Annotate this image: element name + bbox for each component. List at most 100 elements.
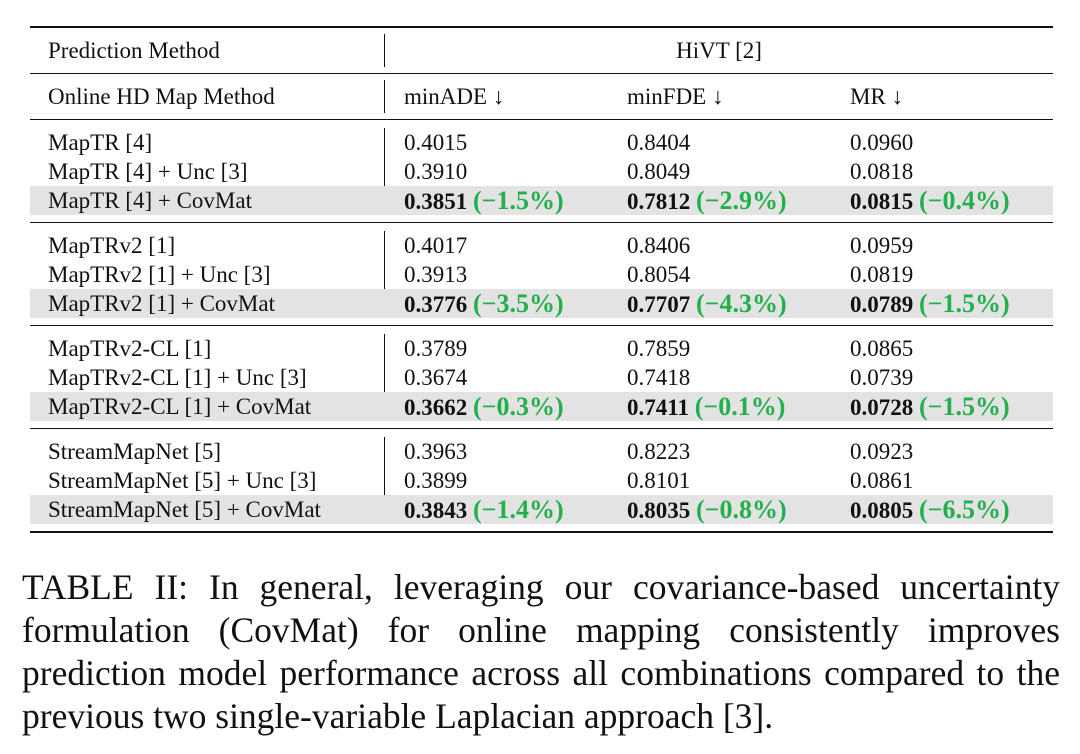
mr-cell: 0.0865	[850, 334, 913, 363]
hivt-header: HiVT [2]	[676, 38, 762, 63]
row-group: MapTR [4] 0.4015 0.8404 0.0960 MapTR [4] + U…	[30, 120, 1053, 222]
minade-value: 0.3776	[404, 292, 468, 317]
minade-improvement: (−3.5%)	[473, 289, 564, 318]
column-divider	[384, 334, 385, 421]
mr-cell: 0.0818	[850, 157, 913, 186]
minfde-improvement: (−0.8%)	[696, 495, 787, 524]
method-cell: MapTR [4] + CovMat	[48, 188, 252, 213]
minade-value: 0.4017	[404, 233, 468, 258]
method-cell: MapTR [4]	[48, 130, 153, 155]
minade-cell: 0.3843 (−1.4%)	[404, 495, 564, 525]
mr-improvement: (−6.5%)	[919, 495, 1010, 524]
minade-value: 0.3910	[404, 159, 468, 184]
table-row: MapTR [4] 0.4015 0.8404 0.0960	[30, 128, 1053, 157]
mr-value: 0.0818	[850, 159, 914, 184]
mr-header: MR ↓	[850, 84, 904, 109]
method-cell: MapTRv2-CL [1] + Unc [3]	[48, 365, 307, 390]
minfde-header: minFDE ↓	[627, 84, 724, 109]
map-method-header: Online HD Map Method	[48, 84, 275, 109]
method-cell: StreamMapNet [5] + CovMat	[48, 497, 321, 522]
minade-improvement: (−0.3%)	[473, 392, 564, 421]
mr-value: 0.0959	[850, 233, 914, 258]
minfde-value: 0.7812	[627, 189, 691, 214]
mr-value: 0.0960	[850, 130, 914, 155]
minade-cell: 0.3963	[404, 437, 467, 466]
mr-value: 0.0815	[850, 189, 914, 214]
mr-value: 0.0789	[850, 292, 914, 317]
minfde-value: 0.7859	[627, 336, 691, 361]
table-caption: TABLE II: In general, leveraging our cov…	[22, 566, 1060, 738]
method-cell: MapTRv2-CL [1]	[48, 336, 212, 361]
minfde-cell: 0.7418	[627, 363, 690, 392]
column-divider	[384, 128, 385, 215]
row-group: MapTRv2 [1] 0.4017 0.8406 0.0959 MapTRv2 [1]…	[30, 223, 1053, 325]
minfde-value: 0.8101	[627, 468, 691, 493]
caption-text: In general, leveraging our covariance-ba…	[22, 567, 1060, 736]
minfde-cell: 0.8035 (−0.8%)	[627, 495, 787, 525]
mr-cell: 0.0739	[850, 363, 913, 392]
minade-header: minADE ↓	[404, 84, 505, 109]
group-rule	[30, 325, 1053, 326]
column-divider	[384, 80, 385, 113]
mr-cell: 0.0923	[850, 437, 913, 466]
mr-cell: 0.0819	[850, 260, 913, 289]
caption-label: TABLE II:	[22, 567, 189, 607]
minade-cell: 0.3789	[404, 334, 467, 363]
table-row: MapTRv2 [1] + Unc [3] 0.3913 0.8054 0.0819	[30, 260, 1053, 289]
mr-value: 0.0865	[850, 336, 914, 361]
minade-cell: 0.4015	[404, 128, 467, 157]
minade-cell: 0.3851 (−1.5%)	[404, 186, 564, 216]
top-rule	[30, 26, 1053, 28]
mr-value: 0.0861	[850, 468, 914, 493]
table-row: MapTR [4] + Unc [3] 0.3910 0.8049 0.0818	[30, 157, 1053, 186]
table-row-highlighted: MapTR [4] + CovMat 0.3851 (−1.5%) 0.7812 (…	[30, 186, 1053, 215]
minade-cell: 0.4017	[404, 231, 467, 260]
method-cell: MapTRv2-CL [1] + CovMat	[48, 394, 312, 419]
minfde-improvement: (−2.9%)	[696, 186, 787, 215]
mr-improvement: (−0.4%)	[919, 186, 1010, 215]
mr-cell: 0.0960	[850, 128, 913, 157]
table-row: MapTRv2-CL [1] 0.3789 0.7859 0.0865	[30, 334, 1053, 363]
prediction-method-header: Prediction Method	[48, 38, 220, 63]
mr-cell: 0.0789 (−1.5%)	[850, 289, 1010, 319]
minade-value: 0.4015	[404, 130, 468, 155]
column-divider	[384, 231, 385, 318]
mr-improvement: (−1.5%)	[919, 392, 1010, 421]
method-cell: MapTR [4] + Unc [3]	[48, 159, 248, 184]
group-rule	[30, 428, 1053, 429]
column-divider	[384, 34, 385, 67]
minade-value: 0.3851	[404, 189, 468, 214]
minfde-improvement: (−0.1%)	[694, 392, 786, 421]
minfde-value: 0.7418	[627, 365, 691, 390]
mr-value: 0.0819	[850, 262, 914, 287]
bottom-rule	[30, 531, 1053, 533]
method-cell: StreamMapNet [5]	[48, 439, 222, 464]
minfde-value: 0.8406	[627, 233, 691, 258]
minade-value: 0.3674	[404, 365, 468, 390]
method-cell: MapTRv2 [1] + Unc [3]	[48, 262, 271, 287]
method-cell: MapTRv2 [1]	[48, 233, 176, 258]
column-divider	[384, 437, 385, 524]
mr-cell: 0.0805 (−6.5%)	[850, 495, 1010, 525]
mr-value: 0.0923	[850, 439, 914, 464]
mr-cell: 0.0959	[850, 231, 913, 260]
minfde-cell: 0.7859	[627, 334, 690, 363]
minade-cell: 0.3910	[404, 157, 467, 186]
header-row-2: Online HD Map Method minADE ↓ minFDE ↓ M…	[30, 74, 1053, 119]
table-row: StreamMapNet [5] 0.3963 0.8223 0.0923	[30, 437, 1053, 466]
minade-cell: 0.3662 (−0.3%)	[404, 392, 564, 422]
table-body: MapTR [4] 0.4015 0.8404 0.0960 MapTR [4] + U…	[30, 120, 1053, 533]
table-row-highlighted: MapTRv2-CL [1] + CovMat 0.3662 (−0.3%) 0.7…	[30, 392, 1053, 421]
method-cell: StreamMapNet [5] + Unc [3]	[48, 468, 317, 493]
minfde-value: 0.8049	[627, 159, 691, 184]
minfde-value: 0.8054	[627, 262, 691, 287]
minfde-value: 0.8404	[627, 130, 691, 155]
minade-value: 0.3913	[404, 262, 468, 287]
table-row: StreamMapNet [5] + Unc [3] 0.3899 0.8101 0.…	[30, 466, 1053, 495]
mr-cell: 0.0861	[850, 466, 913, 495]
group-rule	[30, 222, 1053, 223]
minade-value: 0.3789	[404, 336, 468, 361]
minfde-cell: 0.8049	[627, 157, 690, 186]
mr-value: 0.0805	[850, 498, 914, 523]
minfde-cell: 0.7707 (−4.3%)	[627, 289, 787, 319]
